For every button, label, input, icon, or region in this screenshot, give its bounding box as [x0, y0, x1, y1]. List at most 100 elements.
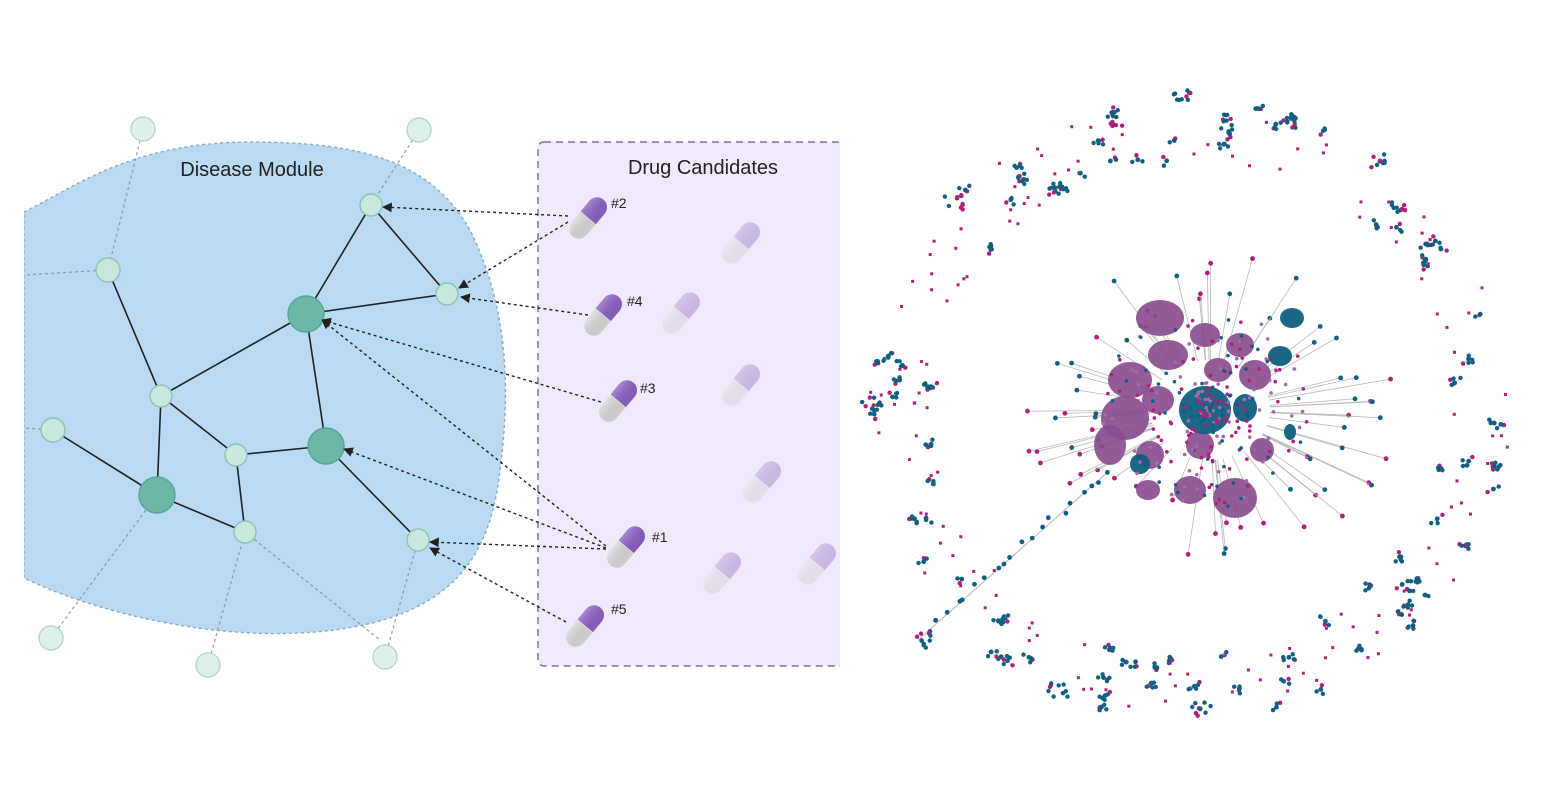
network-node: [1246, 668, 1250, 672]
network-node: [1383, 456, 1389, 462]
network-node: [1331, 646, 1335, 650]
network-node: [1334, 335, 1339, 341]
network-node: [956, 283, 960, 287]
protein-cluster: [1108, 362, 1152, 398]
network-node: [1369, 482, 1374, 488]
network-node: [1151, 408, 1156, 412]
disease-module-label: Disease Module: [180, 159, 323, 181]
network-node: [1151, 427, 1156, 431]
protein-cluster: [1148, 340, 1188, 370]
small-component: [1253, 103, 1266, 112]
network-node: [1226, 409, 1231, 413]
network-node: [1045, 515, 1051, 521]
network-node: [1422, 215, 1426, 219]
network-edge: [1076, 389, 1151, 402]
protein-cluster: [1136, 300, 1184, 336]
targeting-arrow: [321, 317, 602, 403]
network-node: [1189, 431, 1193, 436]
small-component: [925, 477, 936, 487]
network-node: [919, 511, 923, 515]
network-node: [1104, 688, 1108, 692]
network-node: [1274, 368, 1278, 373]
network-node: [1376, 652, 1380, 656]
network-node: [1245, 484, 1250, 488]
network-node: [1230, 690, 1234, 694]
network-node: [1307, 456, 1313, 462]
network-node: [1203, 381, 1208, 386]
small-component: [1132, 659, 1139, 669]
network-node: [1210, 401, 1215, 406]
network-node: [1353, 375, 1359, 381]
network-node: [1375, 630, 1379, 634]
network-node: [938, 541, 942, 545]
network-node: [1377, 614, 1381, 618]
network-node: [1247, 429, 1252, 433]
network-node: [1317, 324, 1323, 329]
targeting-arrow: [382, 202, 569, 217]
network-node: [1040, 524, 1046, 530]
network-node: [1191, 357, 1196, 361]
network-node: [1265, 337, 1270, 341]
network-node: [997, 161, 1001, 165]
network-node: [1067, 480, 1073, 486]
outer-node: [38, 625, 64, 651]
small-component: [1395, 609, 1404, 617]
network-node: [907, 457, 911, 461]
hub-protein-node: [307, 427, 345, 465]
network-node: [1124, 337, 1130, 343]
network-node: [1053, 172, 1057, 176]
network-node: [1199, 420, 1204, 424]
network-node: [1193, 382, 1197, 386]
network-node: [1459, 501, 1463, 505]
network-node: [1186, 672, 1190, 676]
network-edge: [1266, 425, 1343, 449]
network-node: [1245, 457, 1249, 461]
network-node: [1222, 368, 1226, 373]
small-component: [1119, 657, 1133, 669]
network-node: [1197, 408, 1202, 413]
network-node: [1101, 421, 1106, 426]
network-node: [1409, 608, 1413, 612]
small-component: [985, 649, 999, 659]
outer-node: [130, 116, 156, 142]
network-node: [1286, 448, 1291, 453]
network-node: [1267, 378, 1272, 383]
network-node: [996, 565, 1002, 571]
network-node: [1339, 612, 1343, 616]
satellite-component: [859, 395, 884, 413]
small-component: [894, 358, 908, 370]
network-node: [962, 277, 966, 281]
network-node: [936, 470, 940, 474]
network-node: [1377, 415, 1383, 421]
network-node: [1190, 447, 1195, 452]
network-node: [1239, 334, 1244, 338]
network-node: [945, 299, 949, 303]
network-node: [1219, 335, 1223, 340]
network-node: [1192, 152, 1196, 156]
network-node: [1007, 555, 1013, 560]
satellite-component: [1046, 681, 1070, 699]
network-node: [930, 272, 934, 276]
protein-node: [359, 193, 383, 217]
network-node: [1181, 409, 1186, 413]
small-component: [1186, 679, 1202, 692]
network-node: [1173, 684, 1177, 688]
small-component: [986, 242, 994, 256]
network-node: [1339, 445, 1345, 451]
network-node: [1499, 434, 1503, 438]
network-node: [1067, 500, 1073, 506]
network-node: [1083, 643, 1087, 647]
network-edge: [1243, 451, 1305, 528]
small-component: [1404, 586, 1416, 594]
protein-cluster: [1186, 431, 1214, 459]
network-node: [1389, 225, 1393, 229]
protein-node: [435, 282, 459, 306]
rank-label-2: #2: [611, 195, 627, 211]
module-node-group: [40, 193, 459, 552]
network-node: [1001, 561, 1007, 567]
network-node: [1208, 407, 1212, 412]
network-node: [1008, 219, 1012, 223]
small-component: [906, 514, 919, 526]
small-component: [1279, 676, 1292, 686]
